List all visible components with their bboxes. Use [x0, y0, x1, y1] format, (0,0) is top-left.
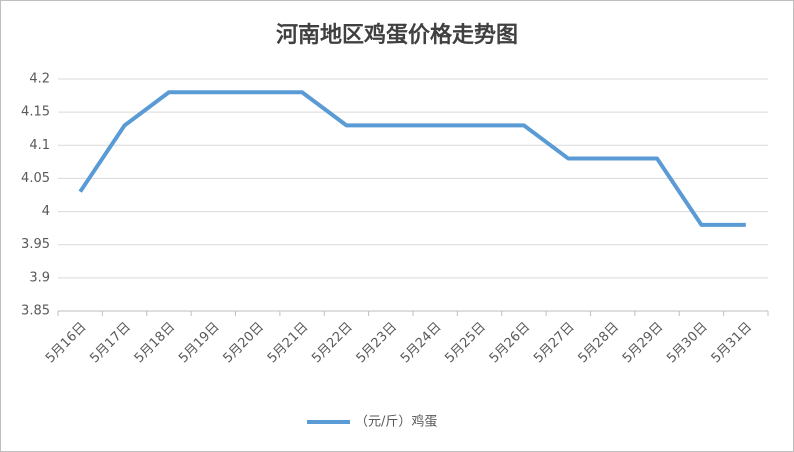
- y-tick-label: 4: [42, 204, 50, 219]
- data-line: [78, 90, 746, 227]
- y-tick-label: 4.15: [21, 105, 50, 120]
- y-tick-label: 4.1: [29, 138, 50, 153]
- y-tick-label: 3.9: [29, 270, 50, 285]
- chart-title: 河南地区鸡蛋价格走势图: [276, 22, 518, 48]
- y-tick-label: 3.85: [21, 304, 50, 319]
- y-tick-label: 4.2: [29, 72, 50, 87]
- y-tick-label: 3.95: [21, 237, 50, 252]
- legend-label: （元/斤）鸡蛋: [355, 414, 437, 430]
- y-tick-label: 4.05: [21, 171, 50, 186]
